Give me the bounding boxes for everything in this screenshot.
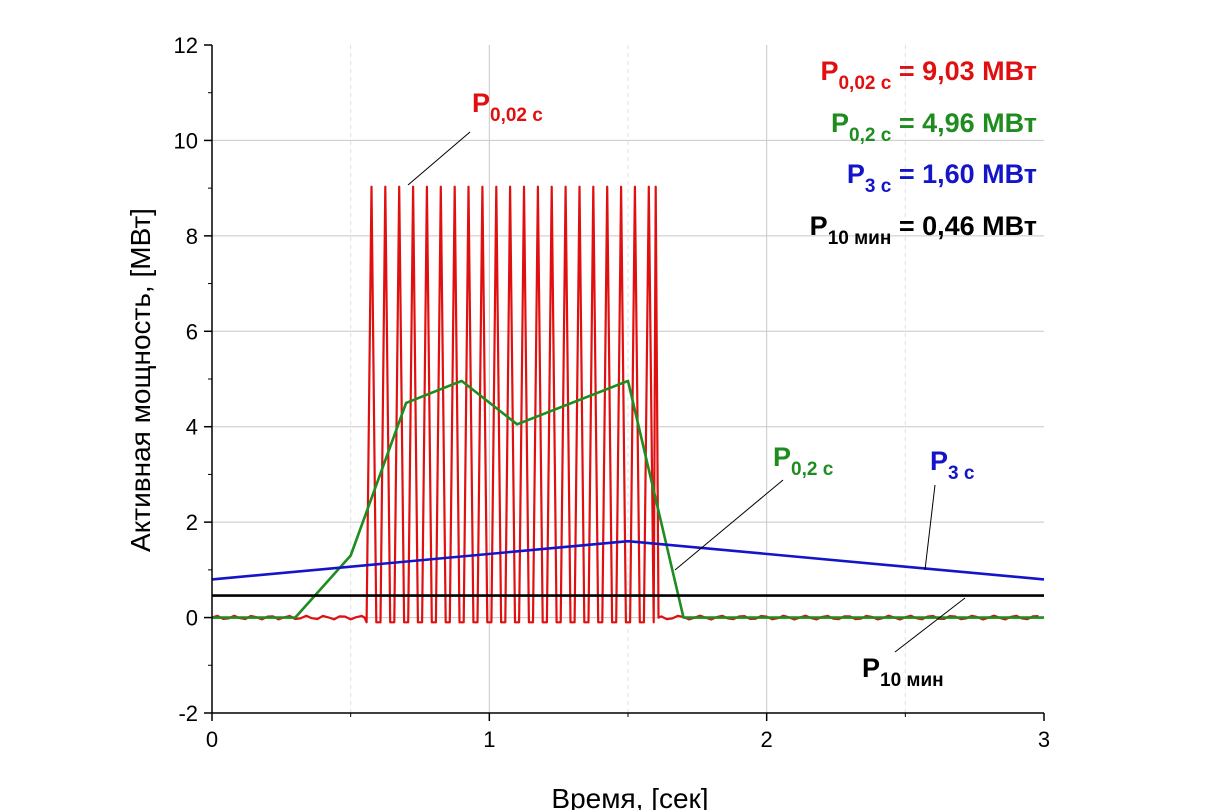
legend-value-p002: P0,02 с = 9,03 МВт (820, 56, 1037, 94)
callout-line-p02 (674, 479, 784, 571)
series-line-p002 (211, 185, 1039, 624)
series-lines (211, 185, 1045, 624)
legend-value-p02: P0,2 с = 4,96 МВт (831, 108, 1037, 146)
callout-line-p3 (924, 484, 936, 571)
y-tick-label: 8 (186, 224, 198, 249)
y-tick-label: 2 (186, 510, 198, 535)
x-tick-label: 0 (206, 727, 218, 752)
callout-line-p002 (407, 131, 471, 186)
y-axis-label: Активная мощность, [МВт] (125, 208, 156, 552)
callout-label-p3: P3 с (930, 446, 975, 484)
grid (212, 45, 1044, 713)
legend-value-p10: P10 мин = 0,46 МВт (810, 211, 1037, 249)
y-tick-label: 4 (186, 415, 198, 440)
y-tick-label: 6 (186, 319, 198, 344)
y-tick-label: -2 (178, 701, 198, 726)
y-tick-label: 12 (174, 33, 198, 58)
axes (204, 44, 1045, 721)
series-line-p3 (211, 539, 1045, 581)
x-tick-label: 3 (1038, 727, 1050, 752)
y-tick-label: 10 (174, 128, 198, 153)
callout-labels: P0,02 с P0,2 с P3 с P10 мин (407, 88, 975, 691)
callout-label-p002: P0,02 с (472, 88, 543, 126)
x-tick-label: 2 (761, 727, 773, 752)
x-axis-label: Время, [сек] (551, 783, 708, 810)
y-tick-label: 0 (186, 606, 198, 631)
legend-value-p3: P3 с = 1,60 МВт (847, 159, 1037, 197)
legend-values: P0,02 с = 9,03 МВт P0,2 с = 4,96 МВт P3 с … (810, 56, 1037, 249)
callout-label-p02: P0,2 с (773, 442, 834, 480)
callout-line-p10 (894, 597, 966, 653)
series-line-p02 (212, 379, 1044, 619)
callout-label-p10: P10 мин (862, 653, 944, 691)
x-tick-label: 1 (483, 727, 495, 752)
